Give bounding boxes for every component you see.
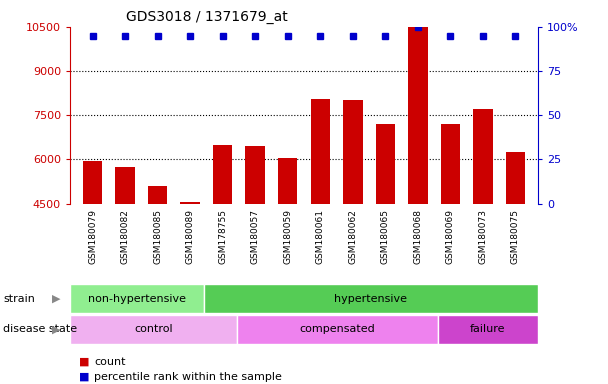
Bar	[70, 315, 237, 344]
Text: GSM180062: GSM180062	[348, 209, 358, 264]
Bar	[376, 124, 395, 336]
Text: GSM180059: GSM180059	[283, 209, 292, 264]
Bar	[213, 145, 232, 336]
Bar	[70, 284, 204, 313]
Bar	[181, 202, 200, 336]
Bar	[237, 315, 438, 344]
Text: GSM180075: GSM180075	[511, 209, 520, 264]
Text: GSM180085: GSM180085	[153, 209, 162, 264]
Text: GSM180069: GSM180069	[446, 209, 455, 264]
Bar	[83, 161, 102, 336]
Bar	[116, 167, 135, 336]
Text: GSM180065: GSM180065	[381, 209, 390, 264]
Bar	[148, 186, 167, 336]
Bar	[438, 315, 538, 344]
Text: hypertensive: hypertensive	[334, 293, 407, 304]
Bar	[204, 284, 538, 313]
Text: failure: failure	[470, 324, 506, 334]
Bar	[441, 124, 460, 336]
Bar	[311, 99, 330, 336]
Bar	[506, 152, 525, 336]
Text: GSM180061: GSM180061	[316, 209, 325, 264]
Text: GSM180073: GSM180073	[478, 209, 487, 264]
Text: GSM180089: GSM180089	[185, 209, 195, 264]
Text: GSM180057: GSM180057	[250, 209, 260, 264]
Bar	[343, 101, 362, 336]
Bar	[246, 146, 265, 336]
Bar	[278, 158, 297, 336]
Text: percentile rank within the sample: percentile rank within the sample	[94, 372, 282, 382]
Text: compensated: compensated	[300, 324, 375, 334]
Text: count: count	[94, 357, 126, 367]
Bar	[408, 27, 427, 336]
Text: GSM180068: GSM180068	[413, 209, 423, 264]
Bar	[473, 109, 492, 336]
Text: GSM178755: GSM178755	[218, 209, 227, 264]
Text: control: control	[134, 324, 173, 334]
Text: strain: strain	[3, 293, 35, 304]
Text: ▶: ▶	[52, 324, 60, 334]
Text: GSM180079: GSM180079	[88, 209, 97, 264]
Text: ■: ■	[79, 372, 89, 382]
Text: GSM180082: GSM180082	[121, 209, 130, 264]
Text: GDS3018 / 1371679_at: GDS3018 / 1371679_at	[126, 10, 288, 25]
Text: ▶: ▶	[52, 293, 60, 304]
Text: ■: ■	[79, 357, 89, 367]
Text: disease state: disease state	[3, 324, 77, 334]
Text: non-hypertensive: non-hypertensive	[88, 293, 186, 304]
